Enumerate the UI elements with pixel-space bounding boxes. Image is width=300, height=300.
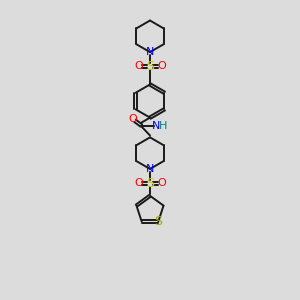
Text: N: N [146, 164, 154, 174]
Text: O: O [134, 61, 143, 71]
Text: O: O [157, 61, 166, 71]
Text: H: H [158, 121, 167, 130]
Text: O: O [157, 178, 166, 188]
Text: N: N [152, 121, 160, 130]
Text: N: N [146, 47, 154, 57]
Text: S: S [146, 60, 154, 73]
Text: S: S [146, 177, 154, 190]
Text: O: O [129, 114, 137, 124]
Text: S: S [154, 215, 162, 228]
Text: O: O [134, 178, 143, 188]
